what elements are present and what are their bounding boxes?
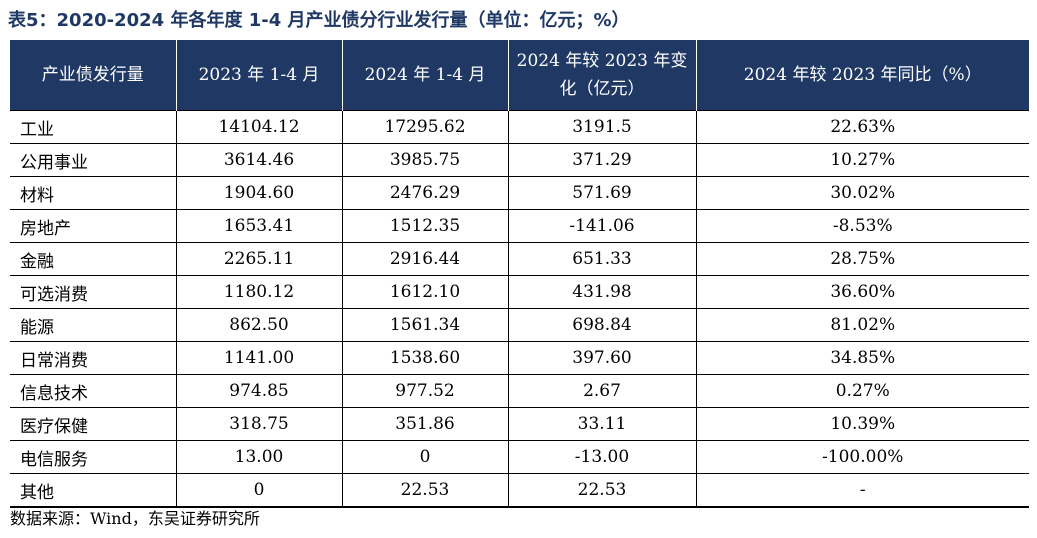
change-cell: 371.29 [507,143,696,177]
industry-cell: 信息技术 [10,374,176,408]
table-row: 其他 0 22.53 22.53- [10,473,1029,508]
value-2023-cell: 318.75 [175,407,342,441]
table-row: 可选消费 1180.12 1612.10 431.98 36.60% [10,275,1029,309]
change-cell: 397.60 [507,341,696,375]
industry-cell: 能源 [10,308,176,342]
industry-cell: 其他 [10,473,176,508]
data-table: 产业债发行量 2023 年 1-4 月 2024 年 1-4 月 2024 年较… [10,40,1029,508]
industry-cell: 日常消费 [10,341,176,375]
header-2023: 2023 年 1-4 月 [175,40,342,111]
industry-cell: 电信服务 [10,440,176,474]
value-2024-cell: 3985.75 [341,143,508,177]
value-2023-cell: 1180.12 [175,275,342,309]
value-2024-cell: 0 [341,440,508,474]
table-title: 表5：2020-2024 年各年度 1-4 月产业债分行业发行量（单位：亿元；%… [8,10,630,31]
table-row: 能源 862.50 1561.34 698.84 81.02% [10,308,1029,342]
industry-cell: 金融 [10,242,176,276]
table-row: 电信服务 13.00 0 -13.00 -100.00% [10,440,1029,474]
industry-cell: 医疗保健 [10,407,176,441]
table-row: 材料 1904.60 2476.29 571.69 30.02% [10,176,1029,210]
value-2023-cell: 14104.12 [175,110,342,144]
value-2023-cell: 1653.41 [175,209,342,243]
value-2024-cell: 2916.44 [341,242,508,276]
change-cell: 571.69 [507,176,696,210]
value-2023-cell: 862.50 [175,308,342,342]
value-2024-cell: 1538.60 [341,341,508,375]
yoy-cell: -8.53% [695,209,1029,243]
yoy-cell: 36.60% [695,275,1029,309]
value-2024-cell: 2476.29 [341,176,508,210]
value-2024-cell: 351.86 [341,407,508,441]
value-2023-cell: 2265.11 [175,242,342,276]
table-row: 信息技术 974.85 977.52 2.67 0.27% [10,374,1029,408]
header-yoy: 2024 年较 2023 年同比（%） [695,40,1029,111]
table-body: 工业 14104.12 17295.62 3191.5 22.63% 公用事业 3614.4… [10,110,1029,508]
yoy-cell: 22.63% [695,110,1029,144]
table-header-row: 产业债发行量 2023 年 1-4 月 2024 年 1-4 月 2024 年较… [10,40,1029,111]
value-2024-cell: 977.52 [341,374,508,408]
change-cell: 33.11 [507,407,696,441]
table-row: 医疗保健 318.75 351.86 33.11 10.39% [10,407,1029,441]
value-2023-cell: 3614.46 [175,143,342,177]
industry-cell: 可选消费 [10,275,176,309]
value-2023-cell: 1904.60 [175,176,342,210]
change-cell: 22.53 [507,473,696,508]
yoy-cell: 0.27% [695,374,1029,408]
yoy-cell: 81.02% [695,308,1029,342]
industry-cell: 公用事业 [10,143,176,177]
yoy-cell: 28.75% [695,242,1029,276]
table-row: 金融 2265.11 2916.44 651.33 28.75% [10,242,1029,276]
change-cell: 651.33 [507,242,696,276]
source-note: 数据来源：Wind，东吴证券研究所 [10,509,260,528]
header-industry: 产业债发行量 [10,40,176,111]
value-2023-cell: 13.00 [175,440,342,474]
value-2024-cell: 22.53 [341,473,508,508]
change-cell: -13.00 [507,440,696,474]
change-cell: 2.67 [507,374,696,408]
industry-cell: 工业 [10,110,176,144]
header-change: 2024 年较 2023 年变化（亿元） [507,40,696,111]
change-cell: 3191.5 [507,110,696,144]
yoy-cell: 34.85% [695,341,1029,375]
table-row: 房地产 1653.41 1512.35 -141.06 -8.53% [10,209,1029,243]
change-cell: 698.84 [507,308,696,342]
yoy-cell: -100.00% [695,440,1029,474]
value-2024-cell: 1512.35 [341,209,508,243]
value-2023-cell: 0 [175,473,342,508]
value-2024-cell: 17295.62 [341,110,508,144]
yoy-cell: - [695,473,1029,508]
value-2023-cell: 974.85 [175,374,342,408]
yoy-cell: 10.27% [695,143,1029,177]
value-2024-cell: 1561.34 [341,308,508,342]
industry-cell: 材料 [10,176,176,210]
header-2024: 2024 年 1-4 月 [341,40,508,111]
change-cell: 431.98 [507,275,696,309]
change-cell: -141.06 [507,209,696,243]
value-2024-cell: 1612.10 [341,275,508,309]
yoy-cell: 30.02% [695,176,1029,210]
table-row: 公用事业 3614.46 3985.75 371.29 10.27% [10,143,1029,177]
industry-cell: 房地产 [10,209,176,243]
value-2023-cell: 1141.00 [175,341,342,375]
yoy-cell: 10.39% [695,407,1029,441]
table-row: 日常消费 1141.00 1538.60 397.60 34.85% [10,341,1029,375]
table-row: 工业 14104.12 17295.62 3191.5 22.63% [10,110,1029,144]
